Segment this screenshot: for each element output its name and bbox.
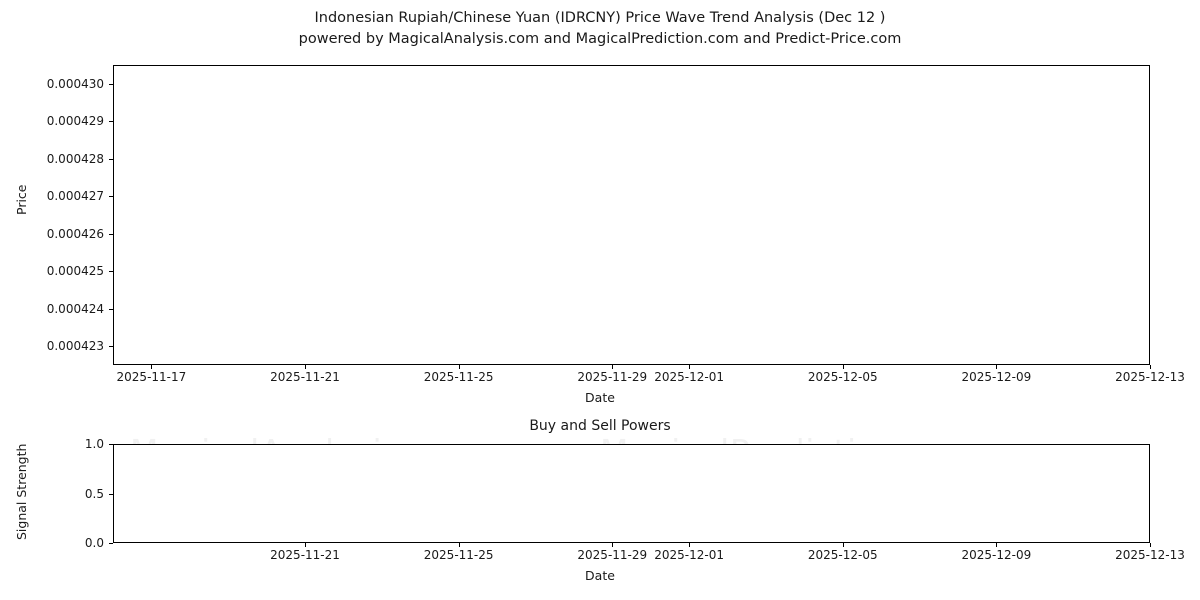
price-chart-x-tick-labels: 2025-11-17 2025-11-21 2025-11-25 2025-11-29… (0, 370, 1200, 390)
y-tick-label: 0.000428 (46, 151, 104, 166)
title-line-2: powered by MagicalAnalysis.com and Magic… (298, 31, 902, 47)
price-chart-plot-area (113, 65, 1150, 365)
y-tick-label: 0.000426 (46, 226, 104, 241)
y-tick-label: 0.0 (84, 536, 104, 550)
x-tick-mark (689, 543, 691, 547)
y-tick-label: 0.000429 (46, 114, 104, 129)
y-tick-label: 0.000430 (46, 76, 104, 91)
x-tick-label: 2025-11-29 (577, 548, 648, 562)
y-tick-label: 0.000425 (46, 264, 104, 279)
y-tick-mark (109, 158, 113, 160)
x-tick-label: 2025-12-01 (654, 548, 724, 562)
price-chart-x-axis-title: Date (585, 390, 615, 405)
y-tick-label: 0.000423 (46, 339, 104, 354)
y-tick-mark (109, 543, 113, 544)
x-tick-label: 2025-12-01 (654, 370, 724, 384)
bar-chart-plot-area (113, 444, 1150, 543)
y-tick-label: 0.5 (84, 486, 104, 501)
y-tick-label: 0.000424 (46, 301, 104, 316)
bar-chart-x-tick-labels: 2025-11-21 2025-11-25 2025-11-29 2025-12-01… (0, 548, 1200, 568)
y-tick-label: 1.0 (84, 437, 104, 451)
x-tick-mark (689, 365, 691, 369)
y-tick-mark (109, 493, 113, 495)
x-tick-label: 2025-12-09 (961, 370, 1032, 384)
y-tick-label: 0.000427 (46, 189, 104, 204)
x-tick-mark (151, 365, 153, 369)
x-tick-label: 2025-11-29 (577, 370, 648, 384)
bar-chart-x-axis-title: Date (585, 568, 615, 583)
x-tick-label: 2025-12-13 (1115, 370, 1185, 384)
y-tick-mark (109, 271, 113, 273)
y-tick-mark (109, 444, 113, 445)
y-tick-mark (109, 346, 113, 348)
price-chart-y-tick-labels: 0.000423 0.000424 0.000425 0.000426 0.000427… (0, 65, 1200, 365)
x-tick-mark (996, 365, 998, 369)
bar-chart-frame (113, 444, 1150, 543)
x-tick-mark (1150, 543, 1151, 547)
x-tick-label: 2025-11-25 (423, 548, 494, 562)
page-title: Indonesian Rupiah/Chinese Yuan (IDRCNY) … (0, 8, 1200, 50)
x-tick-label: 2025-12-09 (961, 548, 1032, 562)
x-tick-mark (612, 543, 614, 547)
price-chart-y-axis-title: Price (14, 184, 29, 216)
x-tick-mark (842, 365, 844, 369)
y-tick-mark (109, 83, 113, 85)
x-tick-label: 2025-11-25 (423, 370, 494, 384)
y-tick-mark (109, 121, 113, 123)
x-tick-label: 2025-11-17 (116, 370, 187, 384)
x-tick-label: 2025-12-13 (1115, 548, 1185, 562)
x-tick-label: 2025-12-05 (807, 370, 878, 384)
x-tick-mark (1150, 365, 1151, 369)
bar-chart-y-tick-labels: 0.0 0.5 1.0 (0, 437, 1200, 550)
y-tick-mark (109, 308, 113, 310)
price-chart-frame (113, 65, 1150, 365)
x-tick-mark (458, 365, 460, 369)
x-tick-label: 2025-11-21 (270, 548, 340, 562)
y-tick-mark (109, 196, 113, 198)
x-tick-mark (996, 543, 998, 547)
x-tick-label: 2025-12-05 (807, 548, 878, 562)
x-tick-mark (458, 543, 460, 547)
bar-chart-y-axis-title: Signal Strength (14, 443, 29, 540)
x-tick-label: 2025-11-21 (270, 370, 340, 384)
x-tick-mark (842, 543, 844, 547)
x-tick-mark (305, 365, 307, 369)
y-tick-mark (109, 233, 113, 235)
bar-chart-title: Buy and Sell Powers (529, 418, 671, 434)
x-tick-mark (305, 543, 307, 547)
title-line-1: Indonesian Rupiah/Chinese Yuan (IDRCNY) … (314, 10, 886, 26)
x-tick-mark (612, 365, 614, 369)
